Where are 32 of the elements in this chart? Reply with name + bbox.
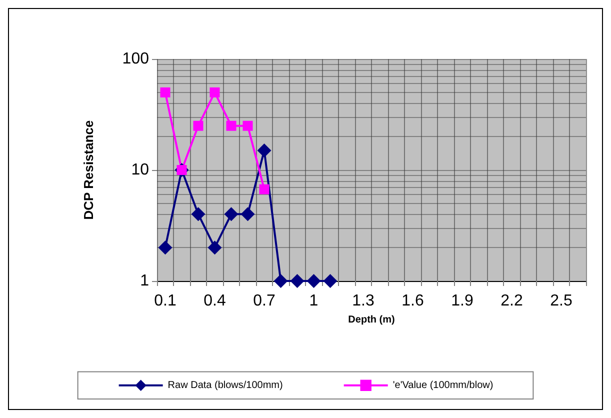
point xyxy=(160,87,170,98)
point xyxy=(226,120,236,131)
point xyxy=(323,274,338,288)
legend-label: 'e'Value (100mm/blow) xyxy=(392,380,494,391)
y-tick-label: 100 xyxy=(122,50,150,68)
point xyxy=(193,120,204,131)
point xyxy=(224,207,238,222)
point xyxy=(259,184,270,194)
point xyxy=(158,240,172,255)
x-tick-label: 0.1 xyxy=(154,292,176,310)
point xyxy=(210,87,220,98)
x-tick-label: 2.5 xyxy=(550,292,572,310)
x-tick-label: 0.4 xyxy=(204,292,226,310)
x-tick-label: 1 xyxy=(309,292,318,310)
x-axis-title: Depth (m) xyxy=(348,314,395,326)
y-tick-label: 1 xyxy=(140,272,150,290)
point xyxy=(274,274,288,288)
y-tick-label: 10 xyxy=(131,162,150,178)
point xyxy=(242,120,253,131)
point xyxy=(257,143,272,158)
point xyxy=(208,240,222,255)
point xyxy=(306,274,321,288)
x-tick-label: 1.9 xyxy=(451,292,474,310)
point xyxy=(240,207,255,222)
legend-label: Raw Data (blows/100mm) xyxy=(168,380,283,391)
x-tick-label: 0.7 xyxy=(253,292,276,310)
x-tick-label: 1.6 xyxy=(402,292,424,310)
x-tick-label: 2.2 xyxy=(500,292,523,310)
y-axis-title: DCP Resistance xyxy=(81,120,96,220)
point xyxy=(290,274,304,288)
x-tick-label: 1.3 xyxy=(352,292,374,310)
point xyxy=(191,207,206,222)
